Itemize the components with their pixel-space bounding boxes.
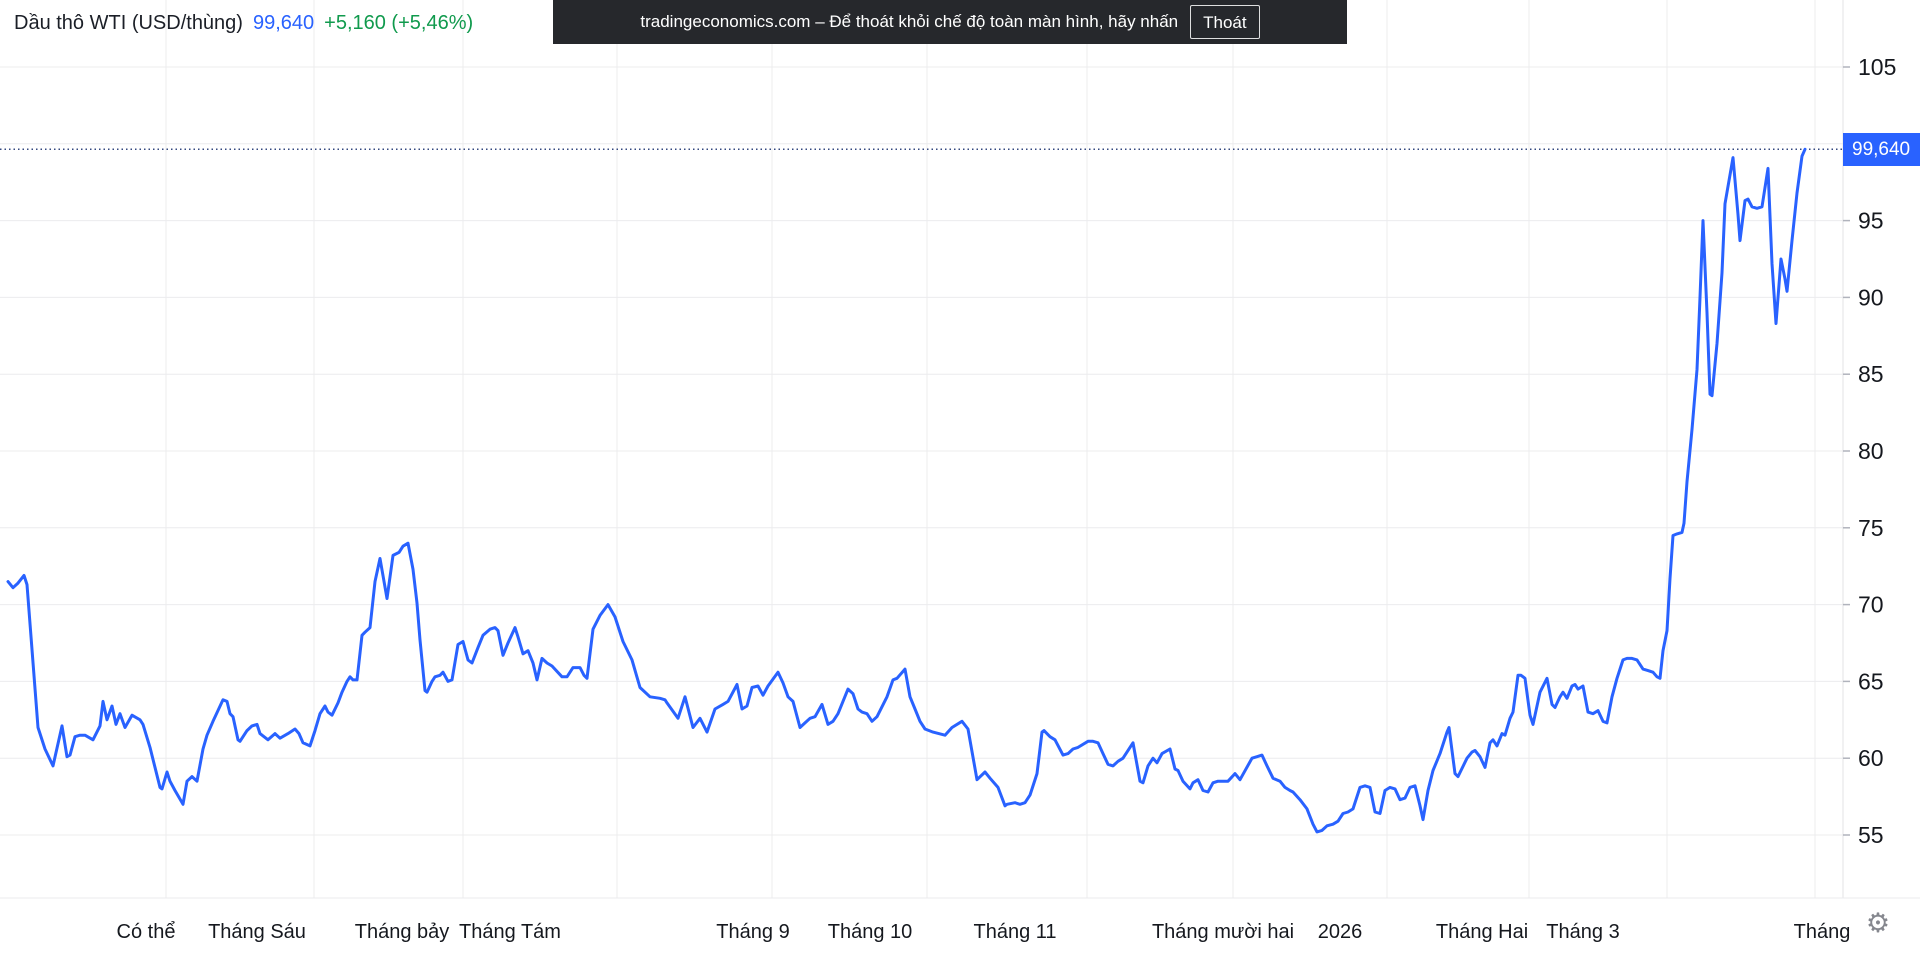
price-axis-label: 95 [1858,208,1884,234]
time-axis-label: Tháng 10 [828,921,913,943]
time-axis-label: Tháng [1794,921,1851,943]
current-price-axis-label: 99,640 [1852,138,1911,160]
price-axis-label: 85 [1858,361,1884,387]
price-axis-label: 80 [1858,438,1884,464]
price-axis-label: 60 [1858,745,1884,771]
price-change-value: +5,160 (+5,46%) [324,12,474,34]
price-axis-label: 55 [1858,822,1884,848]
time-axis-label: 2026 [1318,921,1363,943]
gear-icon: ⚙ [1865,907,1891,938]
symbol-title: Dầu thô WTI (USD/thùng) [14,12,243,34]
last-price-value: 99,640 [252,12,315,34]
price-axis-label: 70 [1858,592,1884,618]
symbol-legend: Dầu thô WTI (USD/thùng) 99,640 +5,160 (+… [14,12,473,35]
price-axis-label: 90 [1858,284,1884,310]
price-axis[interactable]: 105 95 90 85 80 75 70 65 60 55 [1843,54,1896,848]
time-axis[interactable]: Có thể Tháng Sáu Tháng bảy Tháng Tám Tháng 9… [117,921,1851,943]
time-axis-label: Tháng Tám [459,921,561,943]
exit-fullscreen-button[interactable]: Thoát [1190,5,1260,39]
fullscreen-exit-message: tradingeconomics.com – Để thoát khỏi chế… [640,12,1179,31]
time-axis-label: Tháng Hai [1436,921,1528,943]
price-line-series[interactable] [6,147,1807,834]
price-axis-label: 105 [1858,54,1896,80]
price-axis-label: 75 [1858,515,1884,541]
time-axis-label: Tháng 9 [716,921,789,943]
time-axis-label: Tháng Sáu [208,921,306,943]
current-price-axis-badge: 99,640 [1843,133,1920,166]
time-axis-label: Có thể [117,921,176,943]
fullscreen-exit-banner: tradingeconomics.com – Để thoát khỏi chế… [553,0,1347,44]
time-axis-label: Tháng bảy [355,921,450,943]
price-axis-label: 65 [1858,668,1884,694]
time-axis-label: Tháng mười hai [1152,921,1294,943]
gridlines [0,0,1920,899]
time-axis-label: Tháng 3 [1546,921,1619,943]
chart-settings-button[interactable]: ⚙ [1860,905,1896,941]
time-axis-label: Tháng 11 [973,921,1056,943]
